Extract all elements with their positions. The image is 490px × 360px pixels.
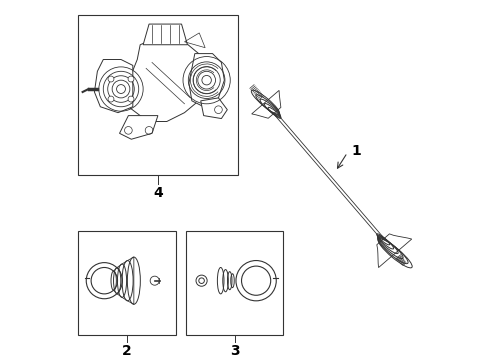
Bar [186,231,283,335]
Circle shape [128,76,134,82]
Text: 4: 4 [153,185,163,199]
Polygon shape [143,24,188,45]
Bar [78,231,175,335]
Circle shape [86,262,122,299]
Circle shape [199,278,204,283]
Circle shape [242,266,270,295]
Text: 2: 2 [122,343,132,357]
Circle shape [150,276,159,285]
Circle shape [108,76,114,82]
Bar [78,15,238,175]
Polygon shape [189,54,224,107]
Circle shape [108,96,114,102]
Text: 1: 1 [352,144,362,158]
Circle shape [236,261,276,301]
Circle shape [196,275,207,286]
Polygon shape [120,116,158,139]
Text: 3: 3 [230,343,240,357]
Polygon shape [201,98,227,118]
Circle shape [128,96,134,102]
Circle shape [91,267,118,294]
Polygon shape [95,59,133,113]
Polygon shape [125,36,208,122]
